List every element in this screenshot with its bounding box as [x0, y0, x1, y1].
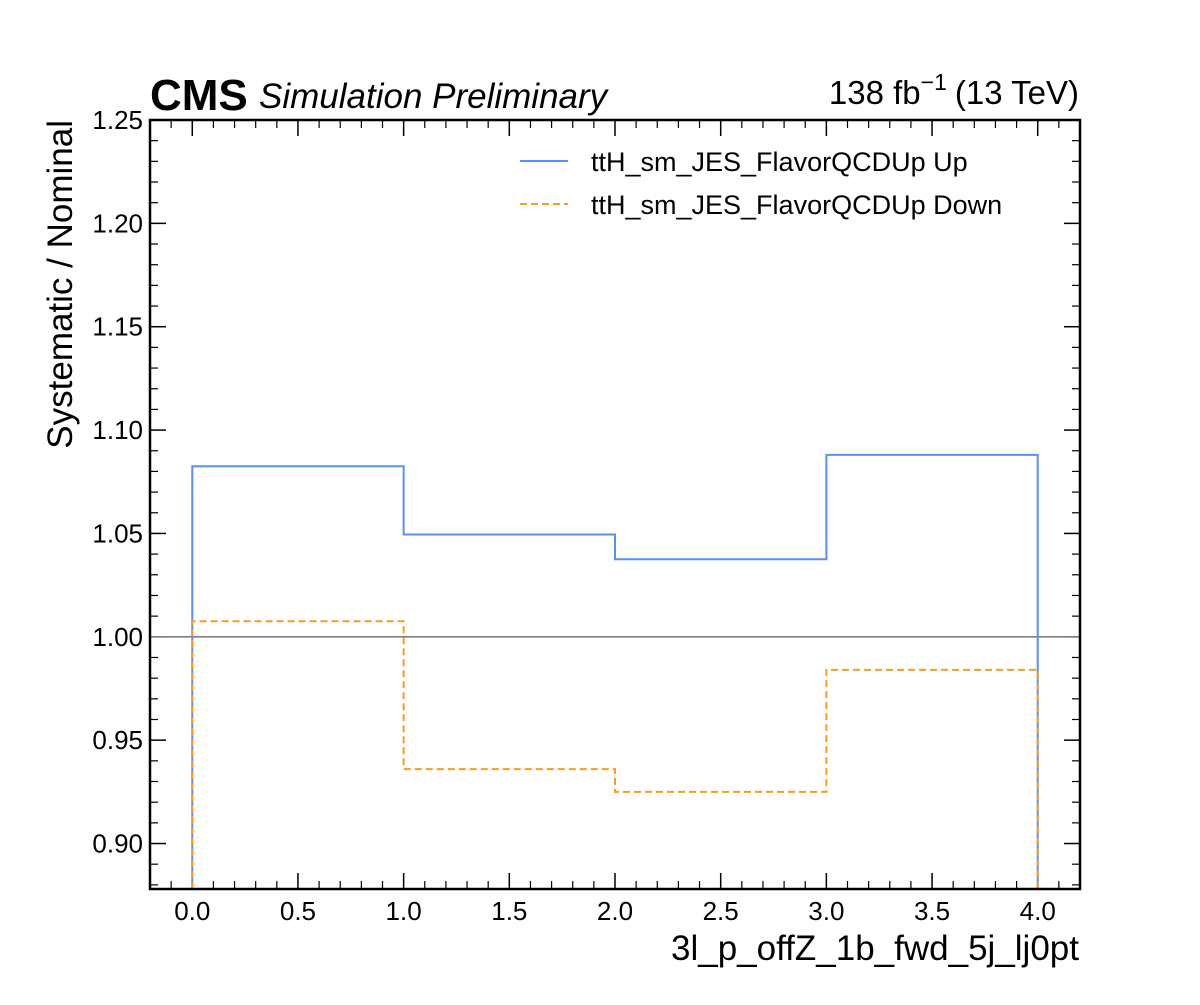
y-axis-label: Systematic / Nominal — [41, 120, 80, 449]
x-tick-label: 3.0 — [808, 896, 844, 926]
series-line-up — [191, 453, 1039, 889]
legend: ttH_sm_JES_FlavorQCDUp Up ttH_sm_JES_Flav… — [520, 147, 1002, 220]
y-tick-label: 1.15 — [92, 312, 143, 342]
plot-frame — [148, 118, 1082, 891]
x-tick-label: 2.0 — [597, 896, 633, 926]
series-line-down — [191, 620, 1039, 889]
x-tick-label: 0.0 — [174, 896, 210, 926]
plot-area — [150, 453, 1080, 889]
y-tick-label: 1.00 — [92, 622, 143, 652]
y-tick-label: 1.20 — [92, 208, 143, 238]
lumi-energy: (13 TeV) — [955, 74, 1079, 111]
x-tick-label: 2.5 — [703, 896, 739, 926]
cms-sublabel: Simulation Preliminary — [259, 77, 610, 116]
y-tick-label: 0.90 — [92, 829, 143, 859]
y-tick-label: 1.05 — [92, 518, 143, 548]
ticks-layer: 0.0 0.5 1.0 1.5 2.0 2.5 3.0 3.5 4.0 0.90 0.95 1.00 1… — [92, 105, 1081, 926]
x-tick-label: 1.5 — [491, 896, 527, 926]
y-tick-label: 1.10 — [92, 415, 143, 445]
lumi-label: 138 fb−1 (13 TeV) — [829, 69, 1079, 111]
x-tick-label: 4.0 — [1020, 896, 1056, 926]
y-tick-label: 1.25 — [92, 105, 143, 135]
x-tick-label: 0.5 — [280, 896, 316, 926]
legend-label: ttH_sm_JES_FlavorQCDUp Down — [591, 190, 1002, 220]
cms-label: CMS — [150, 71, 248, 120]
legend-label: ttH_sm_JES_FlavorQCDUp Up — [591, 147, 968, 177]
lumi-exponent: −1 — [921, 69, 947, 95]
x-axis-label: 3l_p_offZ_1b_fwd_5j_lj0pt — [671, 929, 1079, 968]
y-tick-label: 0.95 — [92, 725, 143, 755]
x-tick-label: 1.0 — [386, 896, 422, 926]
x-tick-label: 3.5 — [914, 896, 950, 926]
lumi-value: 138 fb — [829, 74, 921, 111]
